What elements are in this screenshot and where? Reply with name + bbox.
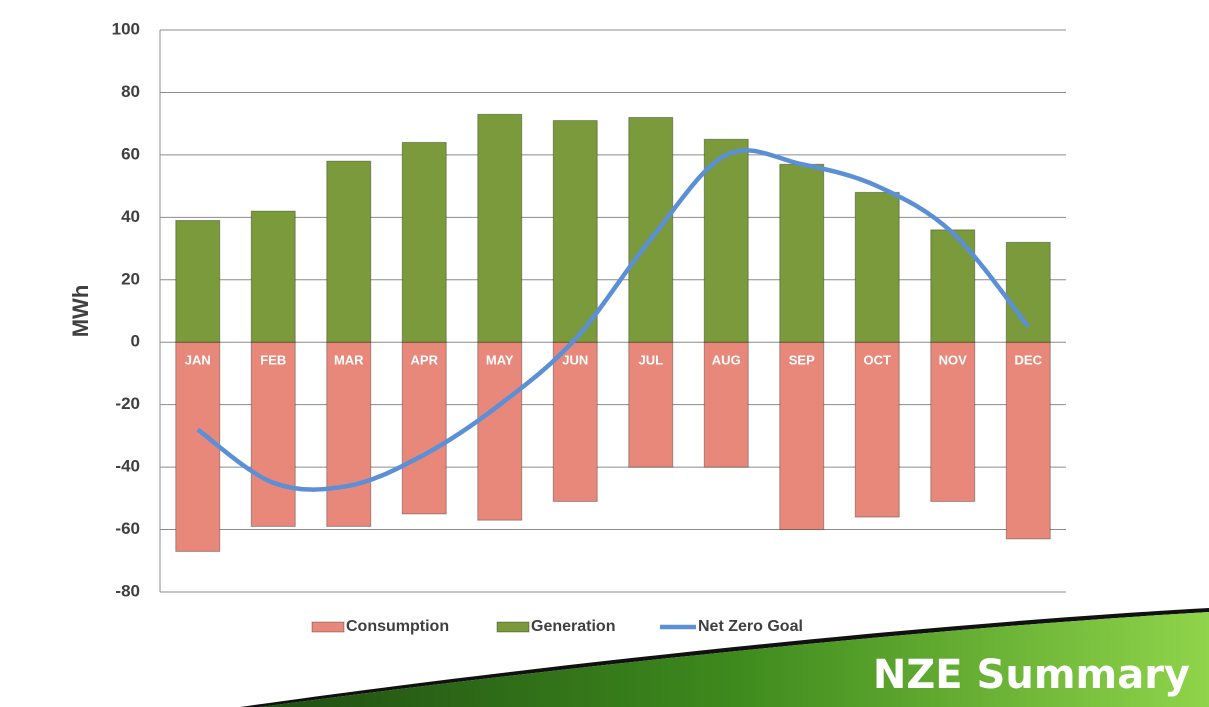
legend-label: Generation [531,618,615,635]
y-tick-label: -80 [115,581,140,600]
bar [175,341,221,552]
swoosh [260,612,1209,707]
x-tick-label: DEC [1015,353,1043,368]
bar [477,341,523,521]
x-tick-label: SEP [789,353,815,368]
bar [779,341,825,531]
line [196,148,1031,492]
bar [477,113,523,343]
y-tick-label: 0 [131,332,140,351]
slide-title: NZE Summary [873,652,1190,698]
y-tick-label: 100 [112,19,140,38]
bar [628,116,674,343]
x-tick-label: MAR [334,353,364,368]
x-tick-label: JAN [185,353,211,368]
x-tick-label: JUL [638,353,663,368]
x-tick-label: JUN [562,353,588,368]
y-tick-label: -40 [115,457,140,476]
y-tick-label: 80 [121,82,140,101]
y-tick-label: -20 [115,394,140,413]
x-tick-label: MAY [486,353,514,368]
bar [854,191,900,343]
x-tick-label: OCT [864,353,892,368]
x-tick-label: NOV [939,353,968,368]
bar [779,163,825,343]
legend-label: Net Zero Goal [698,618,803,635]
legend-label: Consumption [346,618,449,635]
x-tick-label: APR [411,353,439,368]
bar [250,210,296,343]
bar [250,341,296,527]
bar [552,120,598,343]
y-axis-label: MWh [68,285,93,338]
y-tick-label: 60 [121,144,140,163]
swoosh-edge [240,608,1209,707]
x-tick-label: FEB [260,353,286,368]
bar [854,341,900,518]
legend-swatch [311,621,345,633]
y-tick-label: 40 [121,207,140,226]
bar [326,341,372,527]
legend-swatch [496,621,530,633]
bar [552,341,598,502]
y-tick-label: 20 [121,269,140,288]
bar [703,341,749,468]
y-tick-label: -60 [115,519,140,538]
bar [1005,241,1051,343]
bar [401,141,447,343]
bar [1005,341,1051,540]
bar [175,219,221,343]
bar [703,138,749,343]
bar [930,341,976,502]
bar [401,341,447,515]
x-tick-label: AUG [712,353,741,368]
bar [326,160,372,343]
bar [628,341,674,468]
